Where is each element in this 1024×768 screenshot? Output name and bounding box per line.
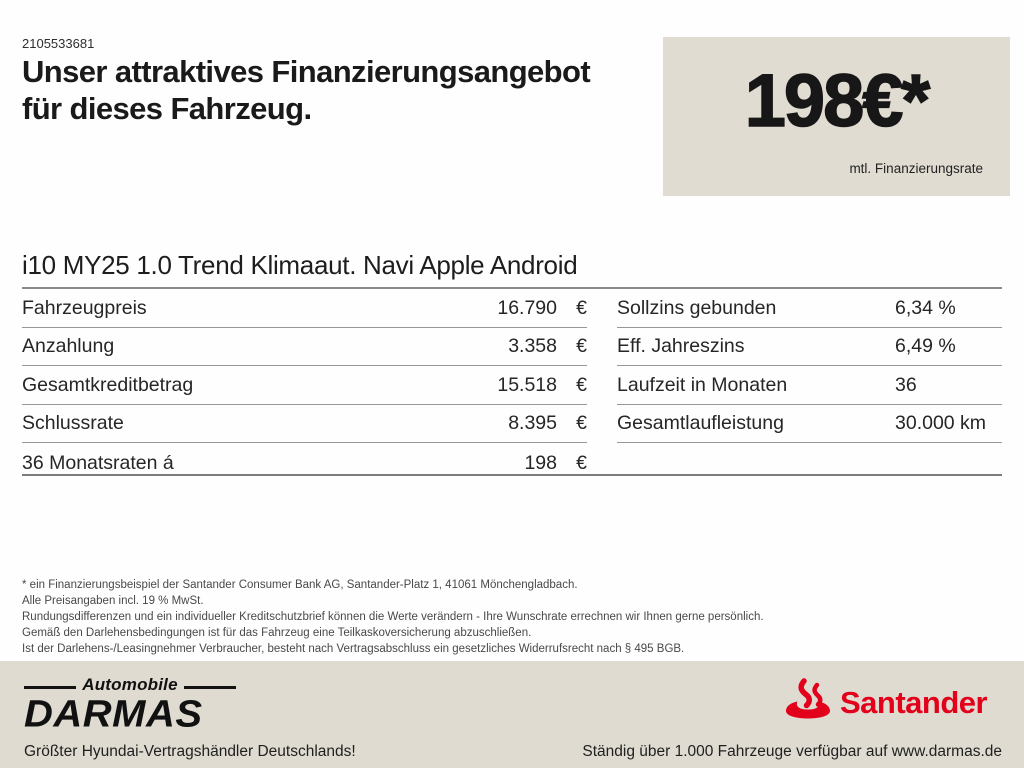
santander-logo: Santander (783, 678, 988, 729)
finance-row: Anzahlung 3.358 € (22, 328, 587, 366)
darmas-logo: Automobile DARMAS (24, 675, 236, 733)
row-value: 3.358 (508, 335, 557, 357)
disclaimer-line: Rundungsdifferenzen und ein individuelle… (22, 611, 764, 623)
disclaimer-line: Alle Preisangaben incl. 19 % MwSt. (22, 595, 204, 607)
darmas-logo-top-label: Automobile (82, 675, 178, 694)
disclaimer-line: Gemäß den Darlehensbedingungen ist für d… (22, 627, 532, 639)
row-value: 30.000 km (895, 412, 987, 434)
monthly-rate-caption: mtl. Finanzierungsrate (849, 161, 983, 176)
disclaimer-line: Ist der Darlehens-/Leasingnehmer Verbrau… (22, 643, 685, 655)
finance-row: Sollzins gebunden 6,34 % (617, 289, 1002, 328)
footer: Automobile DARMAS Größter Hyundai-Vertra… (0, 661, 1024, 768)
row-unit: € (576, 373, 587, 396)
santander-wordmark: Santander (840, 685, 988, 720)
row-label: Fahrzeugpreis (22, 296, 147, 319)
row-label: 36 Monatsraten á (22, 451, 174, 474)
row-label: Sollzins gebunden (617, 296, 777, 319)
santander-flame-icon (783, 678, 833, 729)
row-label: Laufzeit in Monaten (617, 373, 788, 396)
logo-rule-left (24, 685, 77, 689)
finance-tables: Fahrzeugpreis 16.790 € Anzahlung 3.358 €… (22, 289, 1002, 482)
table-bottom-rule (22, 474, 1002, 476)
offer-heading: Unser attraktives Finanzierungsangebot f… (22, 54, 591, 126)
row-value: 15.518 (497, 373, 557, 396)
logo-rule-right (183, 685, 236, 689)
finance-row: Schlussrate 8.395 € (22, 405, 587, 443)
dealer-tagline: Größter Hyundai-Vertragshändler Deutschl… (24, 743, 356, 760)
price-box: 198€* mtl. Finanzierungsrate (663, 37, 1010, 196)
row-value: 8.395 (508, 412, 557, 434)
row-value: 198 (524, 451, 557, 474)
disclaimer-line: * ein Finanzierungsbeispiel der Santande… (22, 579, 578, 591)
bank-tagline: Ständig über 1.000 Fahrzeuge verfügbar a… (582, 743, 1002, 760)
row-label: Gesamtlaufleistung (617, 412, 784, 434)
finance-row: Gesamtlaufleistung 30.000 km (617, 405, 1002, 443)
row-unit: € (576, 335, 587, 357)
vehicle-title: i10 MY25 1.0 Trend Klimaaut. Navi Apple … (22, 250, 1002, 289)
finance-table-left: Fahrzeugpreis 16.790 € Anzahlung 3.358 €… (22, 289, 587, 482)
darmas-logo-name: DARMAS (24, 692, 203, 736)
row-value: 16.790 (497, 296, 557, 319)
finance-row: Laufzeit in Monaten 36 (617, 366, 1002, 405)
disclaimer: * ein Finanzierungsbeispiel der Santande… (22, 577, 764, 657)
row-unit: € (576, 412, 587, 434)
row-label: Eff. Jahreszins (617, 335, 745, 357)
finance-row: Fahrzeugpreis 16.790 € (22, 289, 587, 328)
row-unit: € (576, 296, 587, 319)
row-label: Anzahlung (22, 335, 115, 357)
row-value: 6,49 % (895, 335, 956, 357)
row-value: 6,34 % (895, 296, 956, 319)
finance-row: Eff. Jahreszins 6,49 % (617, 328, 1002, 366)
monthly-rate-amount: 198€* (744, 58, 931, 143)
offer-id: 2105533681 (22, 36, 95, 51)
finance-row: Gesamtkreditbetrag 15.518 € (22, 366, 587, 405)
darmas-logo-top: Automobile (24, 675, 236, 695)
finance-table-right: Sollzins gebunden 6,34 % Eff. Jahreszins… (617, 289, 1002, 482)
row-label: Schlussrate (22, 412, 124, 434)
row-label: Gesamtkreditbetrag (22, 373, 194, 396)
row-value: 36 (895, 373, 917, 396)
row-unit: € (576, 451, 587, 474)
finance-row: 36 Monatsraten á 198 € (22, 443, 587, 482)
